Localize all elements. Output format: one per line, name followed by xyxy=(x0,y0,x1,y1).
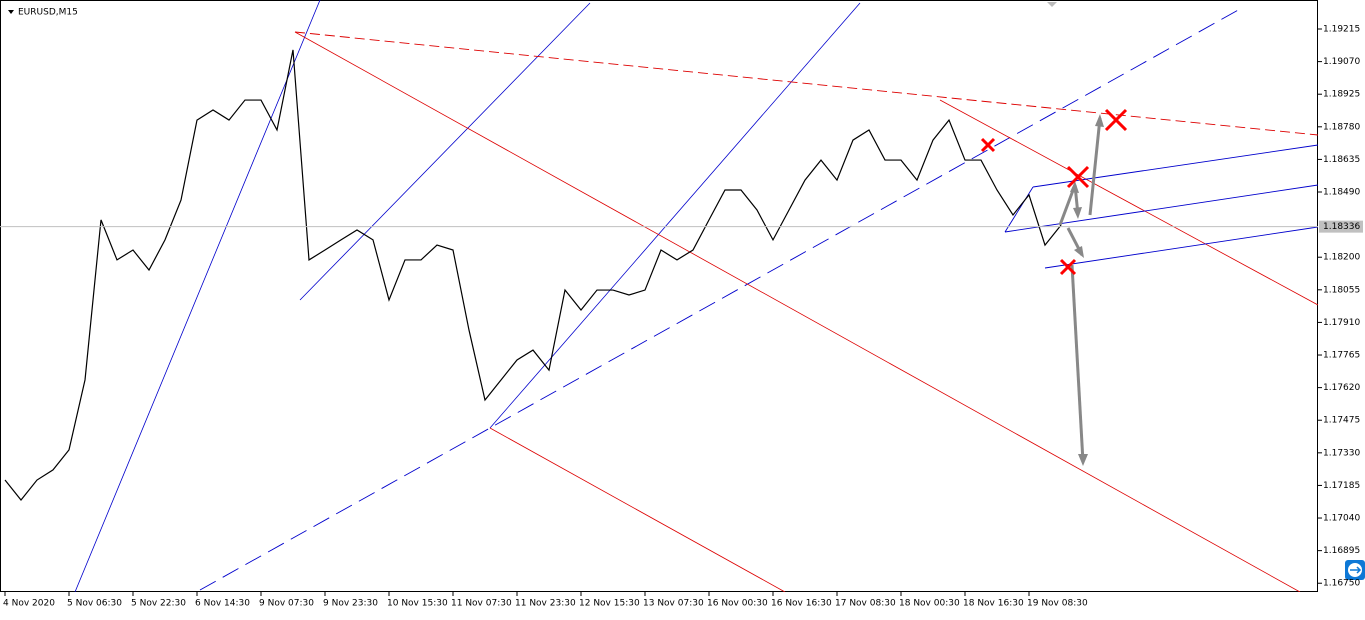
y-tick-label: 1.19215 xyxy=(1323,25,1360,35)
x-tick-label: 4 Nov 2020 xyxy=(3,599,55,609)
y-tick-label: 1.17040 xyxy=(1323,514,1360,524)
corner-icon[interactable] xyxy=(1345,560,1365,580)
chart-title: EURUSD,M15 xyxy=(18,8,78,18)
x-tick-label: 18 Nov 00:30 xyxy=(899,599,960,609)
y-tick-label: 1.16895 xyxy=(1323,546,1360,556)
x-tick-label: 5 Nov 06:30 xyxy=(67,599,122,609)
x-tick-label: 9 Nov 07:30 xyxy=(259,599,314,609)
price-line xyxy=(4,49,1062,502)
y-tick-label: 1.16750 xyxy=(1323,579,1360,589)
y-tick-label: 1.17910 xyxy=(1323,318,1360,328)
y-tick-label: 1.18780 xyxy=(1323,122,1360,132)
current-price-label: 1.18336 xyxy=(1323,222,1360,232)
y-tick-label: 1.18200 xyxy=(1323,253,1360,263)
x-tick-label: 6 Nov 14:30 xyxy=(195,599,250,609)
x-tick-label: 11 Nov 07:30 xyxy=(451,599,512,609)
y-tick-label: 1.17765 xyxy=(1323,351,1360,361)
x-tick-label: 19 Nov 08:30 xyxy=(1027,599,1088,609)
x-tick-label: 16 Nov 16:30 xyxy=(771,599,832,609)
x-tick-label: 10 Nov 15:30 xyxy=(387,599,448,609)
x-tick-label: 17 Nov 08:30 xyxy=(835,599,896,609)
y-tick-label: 1.17620 xyxy=(1323,383,1360,393)
x-tick-label: 18 Nov 16:30 xyxy=(963,599,1024,609)
x-tick-label: 16 Nov 00:30 xyxy=(707,599,768,609)
y-tick-label: 1.17475 xyxy=(1323,416,1360,426)
y-tick-label: 1.17330 xyxy=(1323,448,1360,458)
y-tick-label: 1.18055 xyxy=(1323,285,1360,295)
current-price-box xyxy=(1319,220,1363,233)
y-tick-label: 1.17185 xyxy=(1323,481,1360,491)
plot-frame xyxy=(0,0,1318,592)
x-tick-label: 11 Nov 23:30 xyxy=(515,599,576,609)
drawings xyxy=(4,0,1318,592)
y-tick-label: 1.18635 xyxy=(1323,155,1360,165)
y-tick-label: 1.18490 xyxy=(1323,188,1360,198)
y-tick-label: 1.19070 xyxy=(1323,57,1360,67)
scroll-marker xyxy=(1047,2,1057,7)
x-tick-label: 9 Nov 23:30 xyxy=(323,599,378,609)
x-tick-label: 5 Nov 22:30 xyxy=(131,599,186,609)
x-tick-label: 13 Nov 07:30 xyxy=(643,599,704,609)
x-tick-label: 12 Nov 15:30 xyxy=(579,599,640,609)
menu-arrow[interactable] xyxy=(8,10,14,14)
y-tick-label: 1.18925 xyxy=(1323,90,1360,100)
